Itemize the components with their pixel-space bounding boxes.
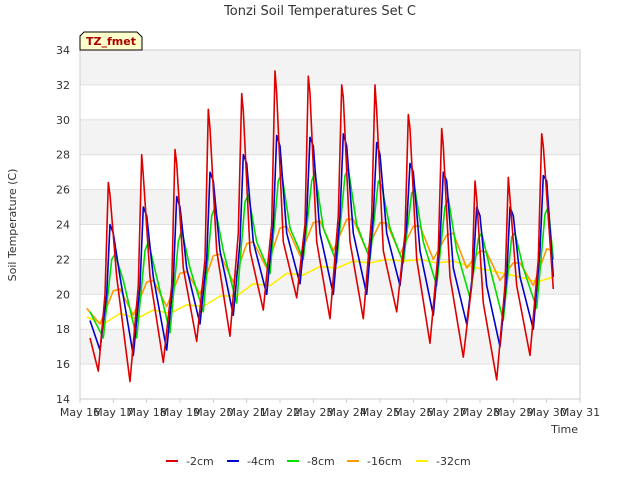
chart-title: Tonzi Soil Temperatures Set C	[223, 4, 416, 19]
legend-label-16cm: -16cm	[367, 455, 402, 468]
band-16	[80, 329, 580, 365]
x-tick-label: May 23	[293, 406, 333, 419]
site-badge-box	[79, 31, 143, 51]
y-tick-label: 28	[56, 149, 70, 162]
site-badge-label: TZ_fmet	[86, 35, 136, 48]
x-tick-label: May 29	[493, 406, 533, 419]
band-14	[80, 364, 580, 399]
band-28	[80, 119, 580, 155]
series-lines	[86, 70, 555, 383]
band-30	[80, 84, 580, 120]
x-tick-label: May 16	[60, 406, 100, 419]
x-tick-label: May 27	[427, 406, 467, 419]
x-tick-label: May 18	[127, 406, 167, 419]
y-tick-label: 18	[56, 323, 70, 336]
y-axis-ticks: 14 16 18 20 22 24 26 28 30 32 34	[56, 44, 70, 406]
x-tick-label: May 24	[327, 406, 367, 419]
x-tick-label: May 17	[93, 406, 133, 419]
x-tick-label: May 30	[527, 406, 567, 419]
y-tick-label: 14	[56, 393, 70, 406]
legend-label-4cm: -4cm	[247, 455, 275, 468]
y-tick-label: 24	[56, 219, 70, 232]
band-26	[80, 154, 580, 190]
y-tick-label: 20	[56, 288, 70, 301]
y-tick-label: 30	[56, 114, 70, 127]
legend-label-8cm: -8cm	[307, 455, 335, 468]
plot-frame	[79, 49, 581, 400]
y-tick-label: 16	[56, 358, 70, 371]
y-tick-label: 22	[56, 253, 70, 266]
y-axis-label: Soil Temperature (C)	[6, 169, 19, 282]
x-tick-label: May 22	[260, 406, 300, 419]
x-axis-label: Time	[550, 423, 578, 436]
x-tick-label: May 25	[360, 406, 400, 419]
series-line-2cm	[89, 70, 555, 383]
x-tick-label: May 19	[160, 406, 200, 419]
legend-label-2cm: -2cm	[186, 455, 214, 468]
band-32	[80, 50, 580, 85]
legend: -2cm -4cm -8cm -16cm -32cm	[166, 455, 471, 468]
x-tick-label: May 21	[227, 406, 267, 419]
series-line-8cm	[89, 167, 555, 339]
site-badge: TZ_fmet	[79, 31, 143, 51]
y-tick-label: 26	[56, 184, 70, 197]
legend-label-32cm: -32cm	[436, 455, 471, 468]
x-tick-label: May 28	[460, 406, 500, 419]
y-tick-label: 34	[56, 44, 70, 57]
y-tick-label: 32	[56, 79, 70, 92]
x-tick-label: May 26	[393, 406, 433, 419]
x-tick-label: May 31	[560, 406, 600, 419]
band-24	[80, 189, 580, 225]
x-tick-label: May 20	[193, 406, 233, 419]
